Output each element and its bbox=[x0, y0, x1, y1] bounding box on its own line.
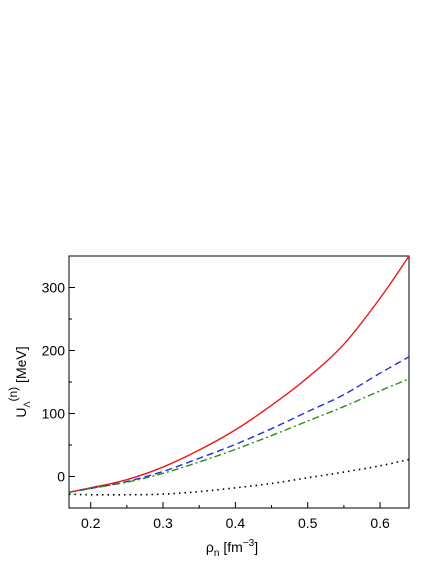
series-line-blue-dashed bbox=[68, 356, 410, 493]
y-tick-labels: 0 100 200 300 bbox=[42, 280, 66, 485]
y-tick-label: 0 bbox=[57, 469, 65, 485]
axis-ticks bbox=[69, 255, 381, 509]
y-axis-superscript: (n) bbox=[6, 387, 20, 402]
x-axis-title: ρn [fm−3] bbox=[206, 538, 258, 559]
series-line-black-dotted bbox=[68, 458, 410, 496]
y-tick-label: 200 bbox=[42, 343, 66, 359]
x-tick-label: 0.3 bbox=[153, 515, 173, 531]
x-tick-labels: 0.2 0.3 0.4 0.5 0.6 bbox=[81, 515, 390, 531]
series-group bbox=[68, 255, 410, 496]
plot-frame bbox=[68, 255, 410, 509]
y-axis-title: UΛ(n) [MeV] bbox=[6, 346, 32, 417]
y-tick-label: 300 bbox=[42, 280, 66, 296]
series-line-red bbox=[68, 255, 410, 493]
x-tick-label: 0.4 bbox=[226, 515, 246, 531]
y-axis-unit: [MeV] bbox=[13, 346, 29, 386]
y-tick-label: 100 bbox=[42, 406, 66, 422]
x-axis-unit-superscript: −3 bbox=[243, 538, 255, 549]
y-axis-subscript: Λ bbox=[22, 402, 32, 408]
x-tick-label: 0.2 bbox=[81, 515, 101, 531]
series-line-green-dashdot bbox=[68, 378, 410, 493]
x-axis-unit-close: ] bbox=[254, 539, 258, 555]
x-axis-unit-open: [fm bbox=[219, 539, 242, 555]
x-tick-label: 0.6 bbox=[370, 515, 390, 531]
x-axis-symbol: ρ bbox=[206, 539, 214, 555]
x-axis-subscript: n bbox=[214, 548, 220, 559]
x-tick-label: 0.5 bbox=[298, 515, 318, 531]
y-axis-symbol: U bbox=[13, 408, 29, 418]
